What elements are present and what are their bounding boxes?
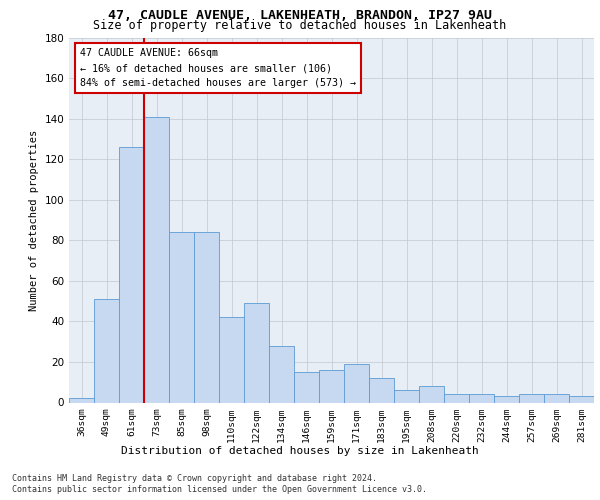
Y-axis label: Number of detached properties: Number of detached properties (29, 130, 39, 310)
Bar (294, 372, 319, 402)
Bar (244, 303, 269, 402)
Bar (544, 394, 569, 402)
Bar (569, 396, 594, 402)
Bar (519, 394, 544, 402)
Bar (69, 398, 94, 402)
Bar (344, 364, 369, 403)
Bar (94, 299, 119, 403)
Bar (494, 396, 519, 402)
Bar (394, 390, 419, 402)
Bar (319, 370, 344, 402)
Bar (469, 394, 494, 402)
Bar (369, 378, 394, 402)
Bar (444, 394, 469, 402)
Bar (144, 116, 169, 403)
Bar (219, 318, 244, 402)
Bar (194, 232, 219, 402)
Text: Distribution of detached houses by size in Lakenheath: Distribution of detached houses by size … (121, 446, 479, 456)
Text: Contains HM Land Registry data © Crown copyright and database right 2024.: Contains HM Land Registry data © Crown c… (12, 474, 377, 483)
Text: Size of property relative to detached houses in Lakenheath: Size of property relative to detached ho… (94, 19, 506, 32)
Bar (169, 232, 194, 402)
Text: 47, CAUDLE AVENUE, LAKENHEATH, BRANDON, IP27 9AU: 47, CAUDLE AVENUE, LAKENHEATH, BRANDON, … (108, 9, 492, 22)
Text: Contains public sector information licensed under the Open Government Licence v3: Contains public sector information licen… (12, 485, 427, 494)
Text: 47 CAUDLE AVENUE: 66sqm
← 16% of detached houses are smaller (106)
84% of semi-d: 47 CAUDLE AVENUE: 66sqm ← 16% of detache… (79, 48, 355, 88)
Bar (419, 386, 444, 402)
Bar (269, 346, 294, 403)
Bar (119, 147, 144, 403)
